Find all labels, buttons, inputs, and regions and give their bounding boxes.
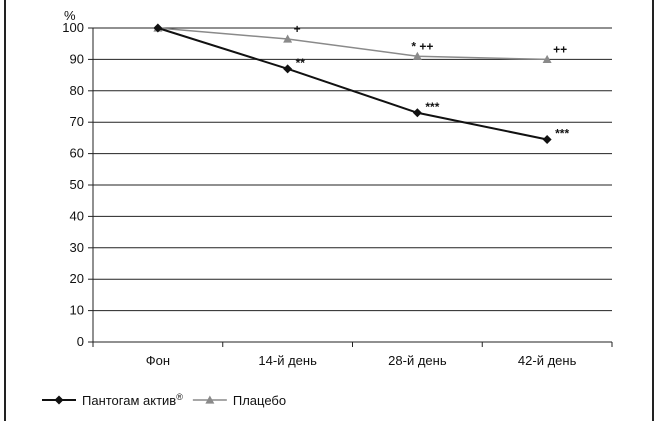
series-pantogam: ******** <box>153 23 569 144</box>
legend-entry: Пантогам актив® <box>42 392 183 408</box>
data-point <box>542 134 552 144</box>
grid-lines <box>88 27 612 343</box>
data-point <box>153 23 163 33</box>
y-tick-labels: 0 10 20 30 40 50 60 70 80 90 100 <box>62 20 84 349</box>
y-tick-label: 50 <box>70 177 84 192</box>
series-line <box>157 27 548 61</box>
data-point <box>542 54 552 63</box>
y-tick-label: 100 <box>62 20 84 35</box>
significance-label: ++ <box>553 42 567 56</box>
y-tick-label: 20 <box>70 271 84 286</box>
legend-label: Плацебо <box>233 393 286 408</box>
significance-label: + <box>294 22 301 36</box>
significance-label: ** <box>296 56 306 70</box>
significance-label: *** <box>555 126 569 140</box>
significance-label: * ++ <box>411 39 433 53</box>
legend: Пантогам актив® Плацебо <box>42 392 286 408</box>
y-axis-label: % <box>64 8 76 23</box>
y-tick-label: 0 <box>77 334 84 349</box>
y-tick-label: 90 <box>70 51 84 66</box>
axes <box>92 28 613 347</box>
legend-marker <box>205 395 215 404</box>
x-tick-labels: Фон 14-й день 28-й день 42-й день <box>146 353 577 368</box>
x-tick-label: 14-й день <box>258 353 317 368</box>
significance-label: *** <box>425 100 439 114</box>
y-tick-label: 70 <box>70 114 84 129</box>
y-tick-label: 40 <box>70 208 84 223</box>
series-placebo: + * ++ ++ <box>153 22 567 63</box>
series-line <box>157 27 548 141</box>
chart-frame <box>4 0 654 421</box>
x-tick-label: 42-й день <box>518 353 577 368</box>
x-tick-label: 28-й день <box>388 353 447 368</box>
legend-superscript: ® <box>176 392 183 402</box>
y-tick-label: 10 <box>70 303 84 318</box>
data-point <box>412 51 422 60</box>
legend-label: Пантогам актив® <box>82 392 183 408</box>
y-tick-label: 80 <box>70 83 84 98</box>
legend-entry: Плацебо <box>192 393 286 408</box>
data-point <box>283 34 293 43</box>
y-tick-label: 30 <box>70 240 84 255</box>
x-tick-label: Фон <box>146 353 170 368</box>
data-point <box>283 64 293 74</box>
data-point <box>412 108 422 118</box>
legend-marker <box>54 395 64 405</box>
series-group: +* ++ ++******** <box>153 22 569 144</box>
y-tick-label: 60 <box>70 146 84 161</box>
